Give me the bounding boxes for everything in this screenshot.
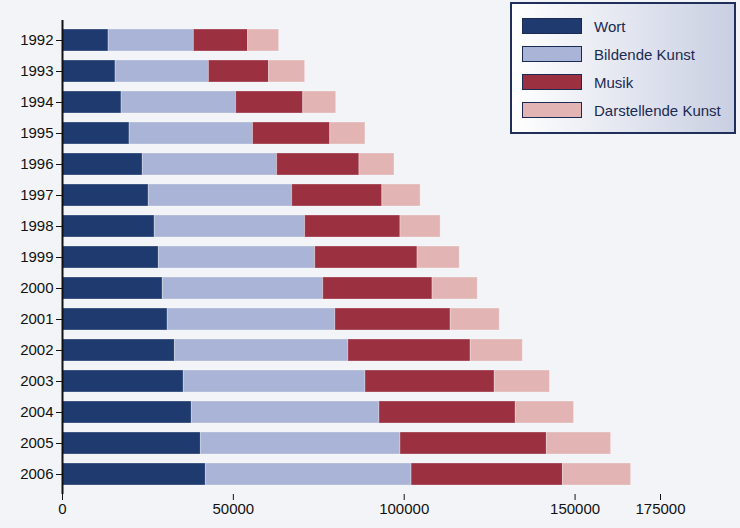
svg-text:2001: 2001	[20, 310, 53, 327]
svg-text:2002: 2002	[20, 341, 53, 358]
svg-text:50000: 50000	[212, 500, 254, 517]
svg-text:100000: 100000	[379, 500, 429, 517]
html-text:Bildende Kunst: Bildende Kunst	[594, 45, 695, 63]
svg-text:1998: 1998	[20, 217, 53, 234]
svg-text:2000: 2000	[20, 279, 53, 296]
svg-text:1994: 1994	[20, 93, 53, 110]
html-text:Wort: Wort	[594, 17, 626, 35]
svg-text:175000: 175000	[635, 500, 685, 517]
svg-text:2003: 2003	[20, 372, 53, 389]
svg-text:1999: 1999	[20, 248, 53, 265]
svg-text:1993: 1993	[20, 62, 53, 79]
svg-text:1995: 1995	[20, 124, 53, 141]
svg-text:150000: 150000	[550, 500, 600, 517]
svg-text:2004: 2004	[20, 403, 53, 420]
svg-text:0: 0	[58, 500, 66, 517]
html-text:Musik: Musik	[594, 73, 634, 91]
svg-text:2005: 2005	[20, 434, 53, 451]
svg-text:1992: 1992	[20, 31, 53, 48]
html-text:Darstellende Kunst: Darstellende Kunst	[594, 101, 721, 119]
svg-text:2006: 2006	[20, 465, 53, 482]
svg-text:1997: 1997	[20, 186, 53, 203]
svg-text:1996: 1996	[20, 155, 53, 172]
